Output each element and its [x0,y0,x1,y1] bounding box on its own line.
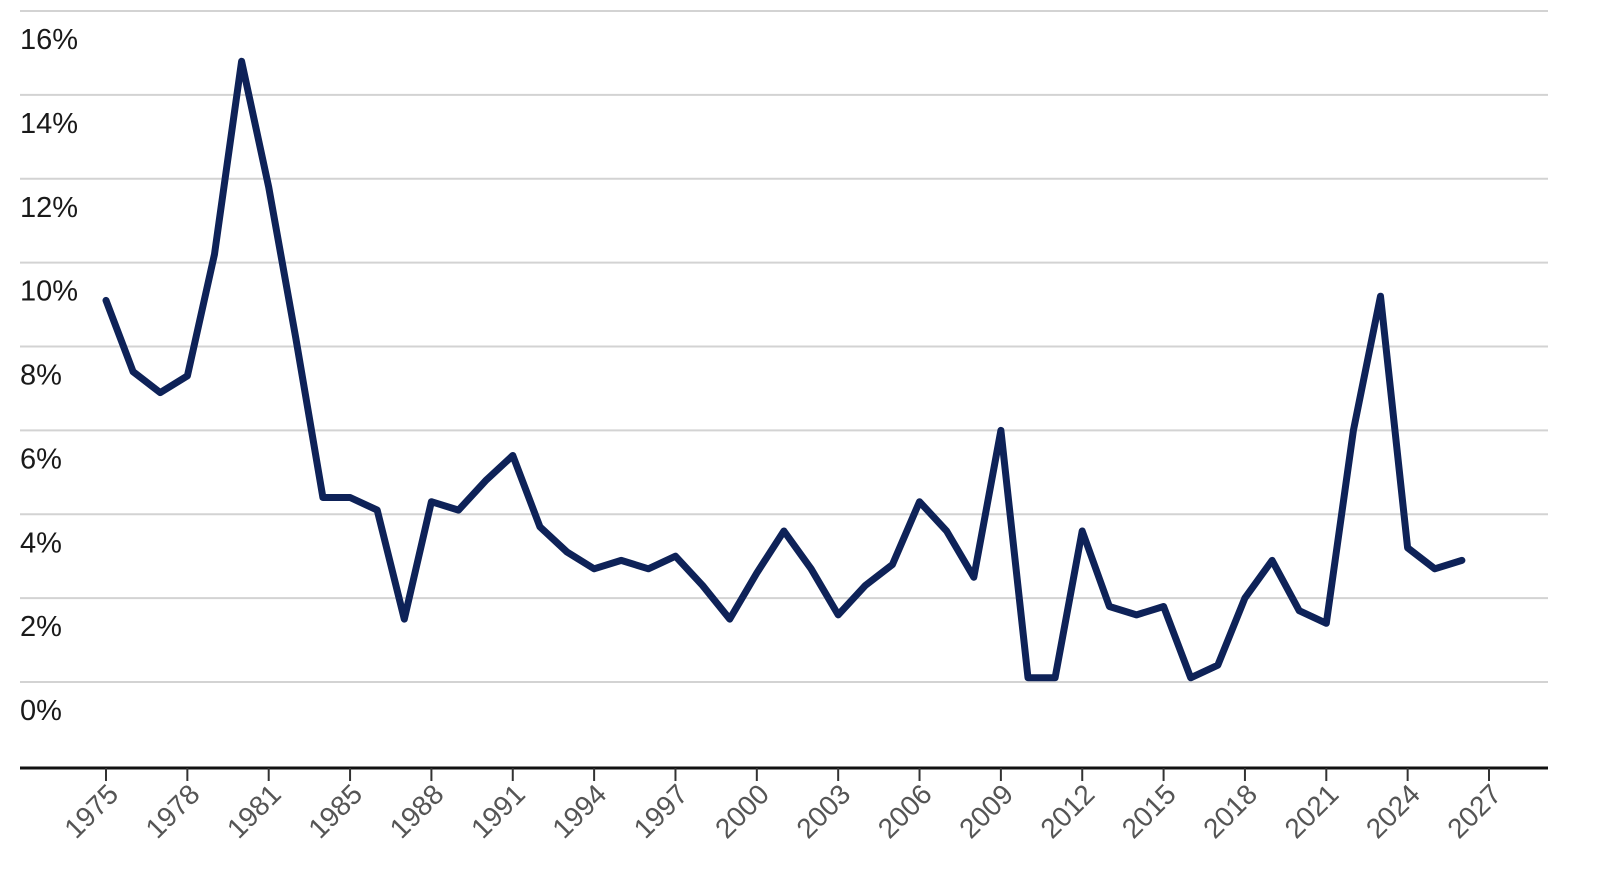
x-tick-label: 2021 [1279,778,1345,844]
x-tick-label: 1994 [546,778,612,844]
y-tick-label: 10% [20,276,78,308]
y-tick-label: 12% [20,192,78,224]
x-tick-label: 1981 [221,778,287,844]
x-tick-label: 2009 [953,778,1019,844]
x-tick-label: 1988 [384,778,450,844]
y-tick-label: 8% [20,360,62,392]
series-line [106,61,1462,678]
x-tick-label: 1978 [140,778,206,844]
y-tick-label: 16% [20,24,78,56]
x-tick-label: 1997 [628,778,694,844]
y-tick-label: 2% [20,611,62,643]
y-axis-tick-labels: 16% 14% 12% 10% 8% 6% 4% 2% 0% [20,24,78,727]
x-tick-label: 2018 [1197,778,1263,844]
x-tick-label: 2027 [1441,778,1507,844]
x-tick-label: 1985 [302,778,368,844]
x-tick-label: 1975 [58,778,124,844]
x-tick-label: 2012 [1035,778,1101,844]
x-tick-label: 2015 [1116,778,1182,844]
x-tick-label: 1991 [465,778,531,844]
y-tick-label: 4% [20,527,62,559]
y-tick-label: 0% [20,695,62,727]
y-tick-label: 6% [20,443,62,475]
x-axis-ticks: 1975 1978 1981 1985 1988 1991 1994 1997 2000 2003… [58,768,1507,844]
y-tick-label: 14% [20,108,78,140]
x-tick-label: 2024 [1360,778,1426,844]
x-tick-label: 2006 [872,778,938,844]
x-tick-label: 2000 [709,778,775,844]
x-tick-label: 2003 [790,778,856,844]
